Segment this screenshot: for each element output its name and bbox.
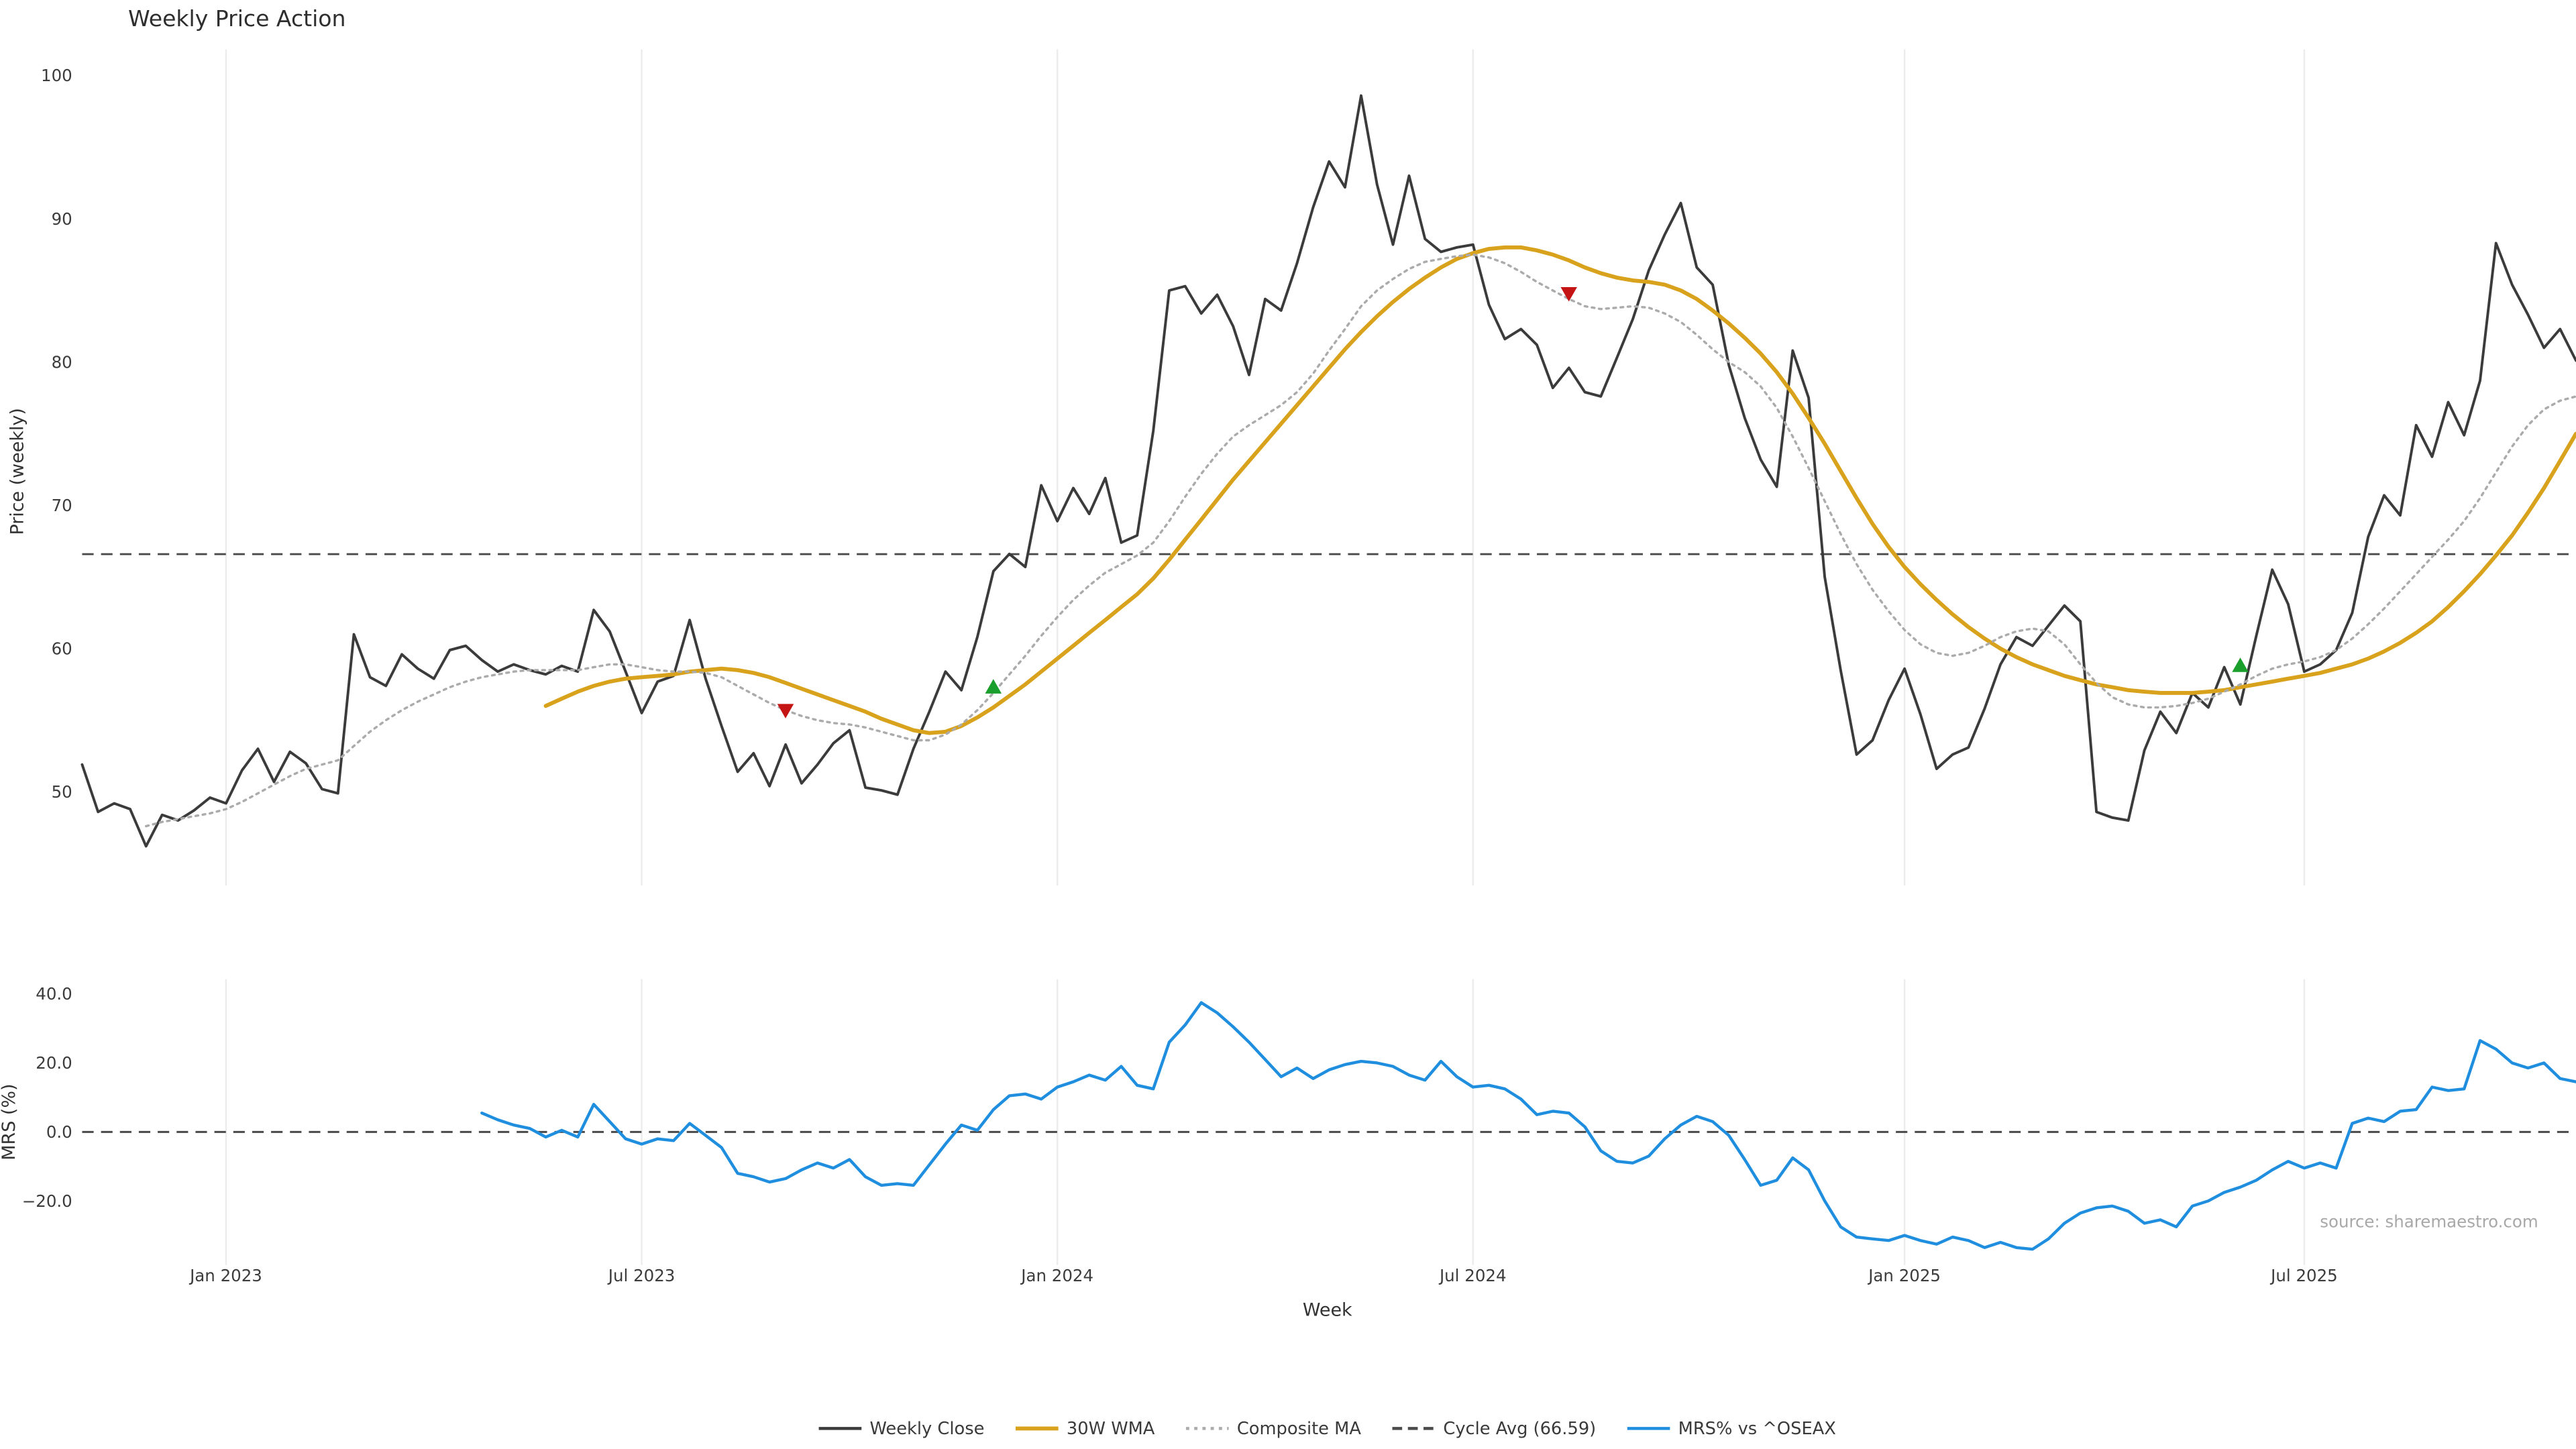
plot-area: Jan 2023 Jul 2023 Jan 2024 Jul 2024 Jan 2025… <box>22 49 2576 1285</box>
legend-label: MRS% vs ^OSEAX <box>1678 1419 1836 1439</box>
y-tick-label-price: 60 <box>52 639 72 658</box>
price-axis-label: Price (weekly) <box>7 408 28 535</box>
sell-signal-marker <box>777 704 794 718</box>
y-tick-label-mrs: 0.0 <box>46 1122 72 1142</box>
series-composite-ma <box>145 253 2576 828</box>
buy-signal-marker <box>2232 657 2249 672</box>
sell-signal-marker <box>1560 286 1577 302</box>
chart-title: Weekly Price Action <box>128 5 345 32</box>
y-tick-label-mrs: −20.0 <box>22 1191 72 1211</box>
y-tick-label-mrs: 40.0 <box>36 984 72 1004</box>
series-mrs-vs-oseax <box>480 1001 2576 1251</box>
x-tick-label: Jan 2025 <box>1867 1266 1941 1285</box>
legend-label: Composite MA <box>1237 1419 1362 1439</box>
legend-label: Weekly Close <box>869 1419 984 1439</box>
x-tick-label: Jan 2024 <box>1020 1266 1093 1285</box>
series-30w-wma <box>543 245 2576 735</box>
y-tick-label-price: 70 <box>52 496 72 515</box>
legend-label: 30W WMA <box>1067 1419 1155 1439</box>
x-axis-label: Week <box>1303 1300 1352 1321</box>
mrs-axis-label: MRS (%) <box>0 1084 19 1161</box>
y-tick-label-price: 90 <box>52 209 72 229</box>
legend: Weekly Close 30W WMA Composite MA Cycle Avg… <box>818 1419 1836 1439</box>
series-weekly-close <box>80 94 2576 848</box>
x-tick-label: Jul 2023 <box>607 1266 676 1285</box>
y-tick-label-price: 80 <box>52 352 72 372</box>
buy-signal-marker <box>985 679 1002 694</box>
x-tick-label: Jul 2024 <box>1438 1266 1507 1285</box>
y-tick-label-price: 50 <box>52 782 72 802</box>
y-tick-label-mrs: 20.0 <box>36 1053 72 1073</box>
x-tick-label: Jan 2023 <box>189 1266 262 1285</box>
legend-label: Cycle Avg (66.59) <box>1443 1419 1596 1439</box>
y-tick-label-price: 100 <box>41 66 72 85</box>
source-note: source: sharemaestro.com <box>2320 1212 2538 1231</box>
x-tick-label: Jul 2025 <box>2269 1266 2338 1285</box>
